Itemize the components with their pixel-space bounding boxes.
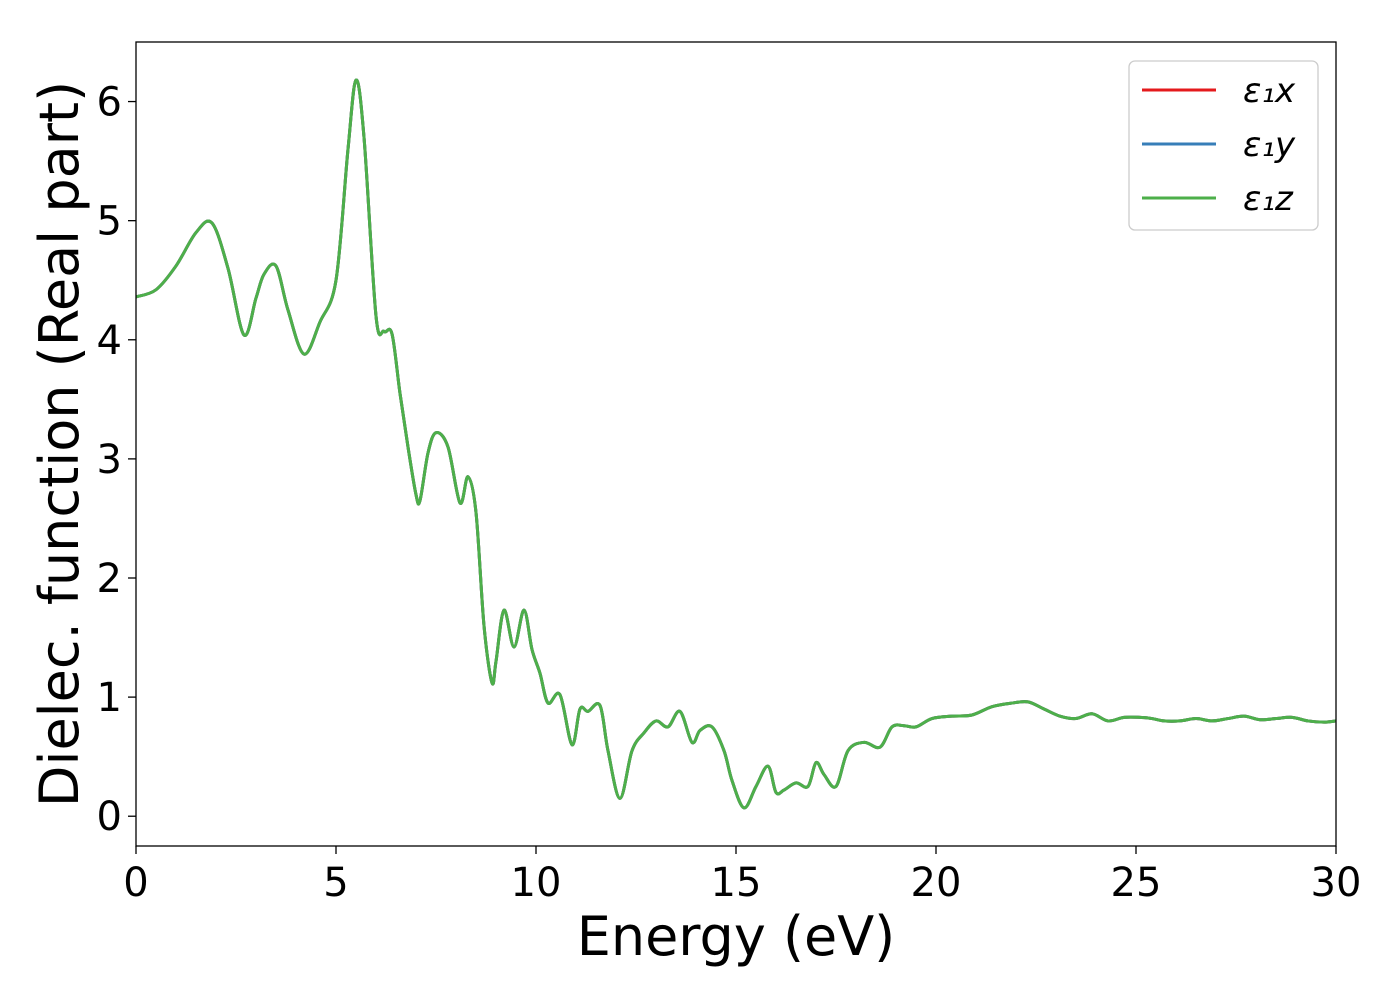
y-tick-label: 1 — [97, 675, 122, 721]
x-tick-label: 10 — [511, 860, 562, 906]
legend-label: ε₁z — [1243, 179, 1294, 219]
plot-lines — [135, 78, 1337, 810]
y-tick-label: 5 — [97, 199, 122, 245]
legend: ε₁x ε₁y ε₁z — [1128, 60, 1319, 231]
y-tick-label: 0 — [97, 794, 122, 840]
y-tick-label: 3 — [97, 437, 122, 483]
series-line-2 — [135, 78, 1337, 810]
x-tick-label: 5 — [323, 860, 348, 906]
legend-box — [1128, 60, 1319, 231]
x-axis-title: Energy (eV) — [577, 905, 896, 968]
y-axis-title: Dielec. function (Real part) — [28, 81, 91, 807]
y-tick-label: 6 — [97, 80, 122, 126]
y-tick-label: 2 — [97, 556, 122, 602]
x-tick-label: 30 — [1311, 860, 1362, 906]
x-tick-label: 15 — [711, 860, 762, 906]
legend-label: ε₁x — [1243, 71, 1296, 111]
legend-label: ε₁y — [1243, 125, 1296, 165]
x-tick-label: 25 — [1111, 860, 1162, 906]
x-tick-label: 20 — [911, 860, 962, 906]
x-axis-ticks: 0 5 10 15 20 25 30 — [123, 846, 1361, 906]
y-tick-label: 4 — [97, 318, 122, 364]
x-tick-label: 0 — [123, 860, 148, 906]
y-axis-ticks: 0 1 2 3 4 5 6 — [97, 80, 136, 840]
